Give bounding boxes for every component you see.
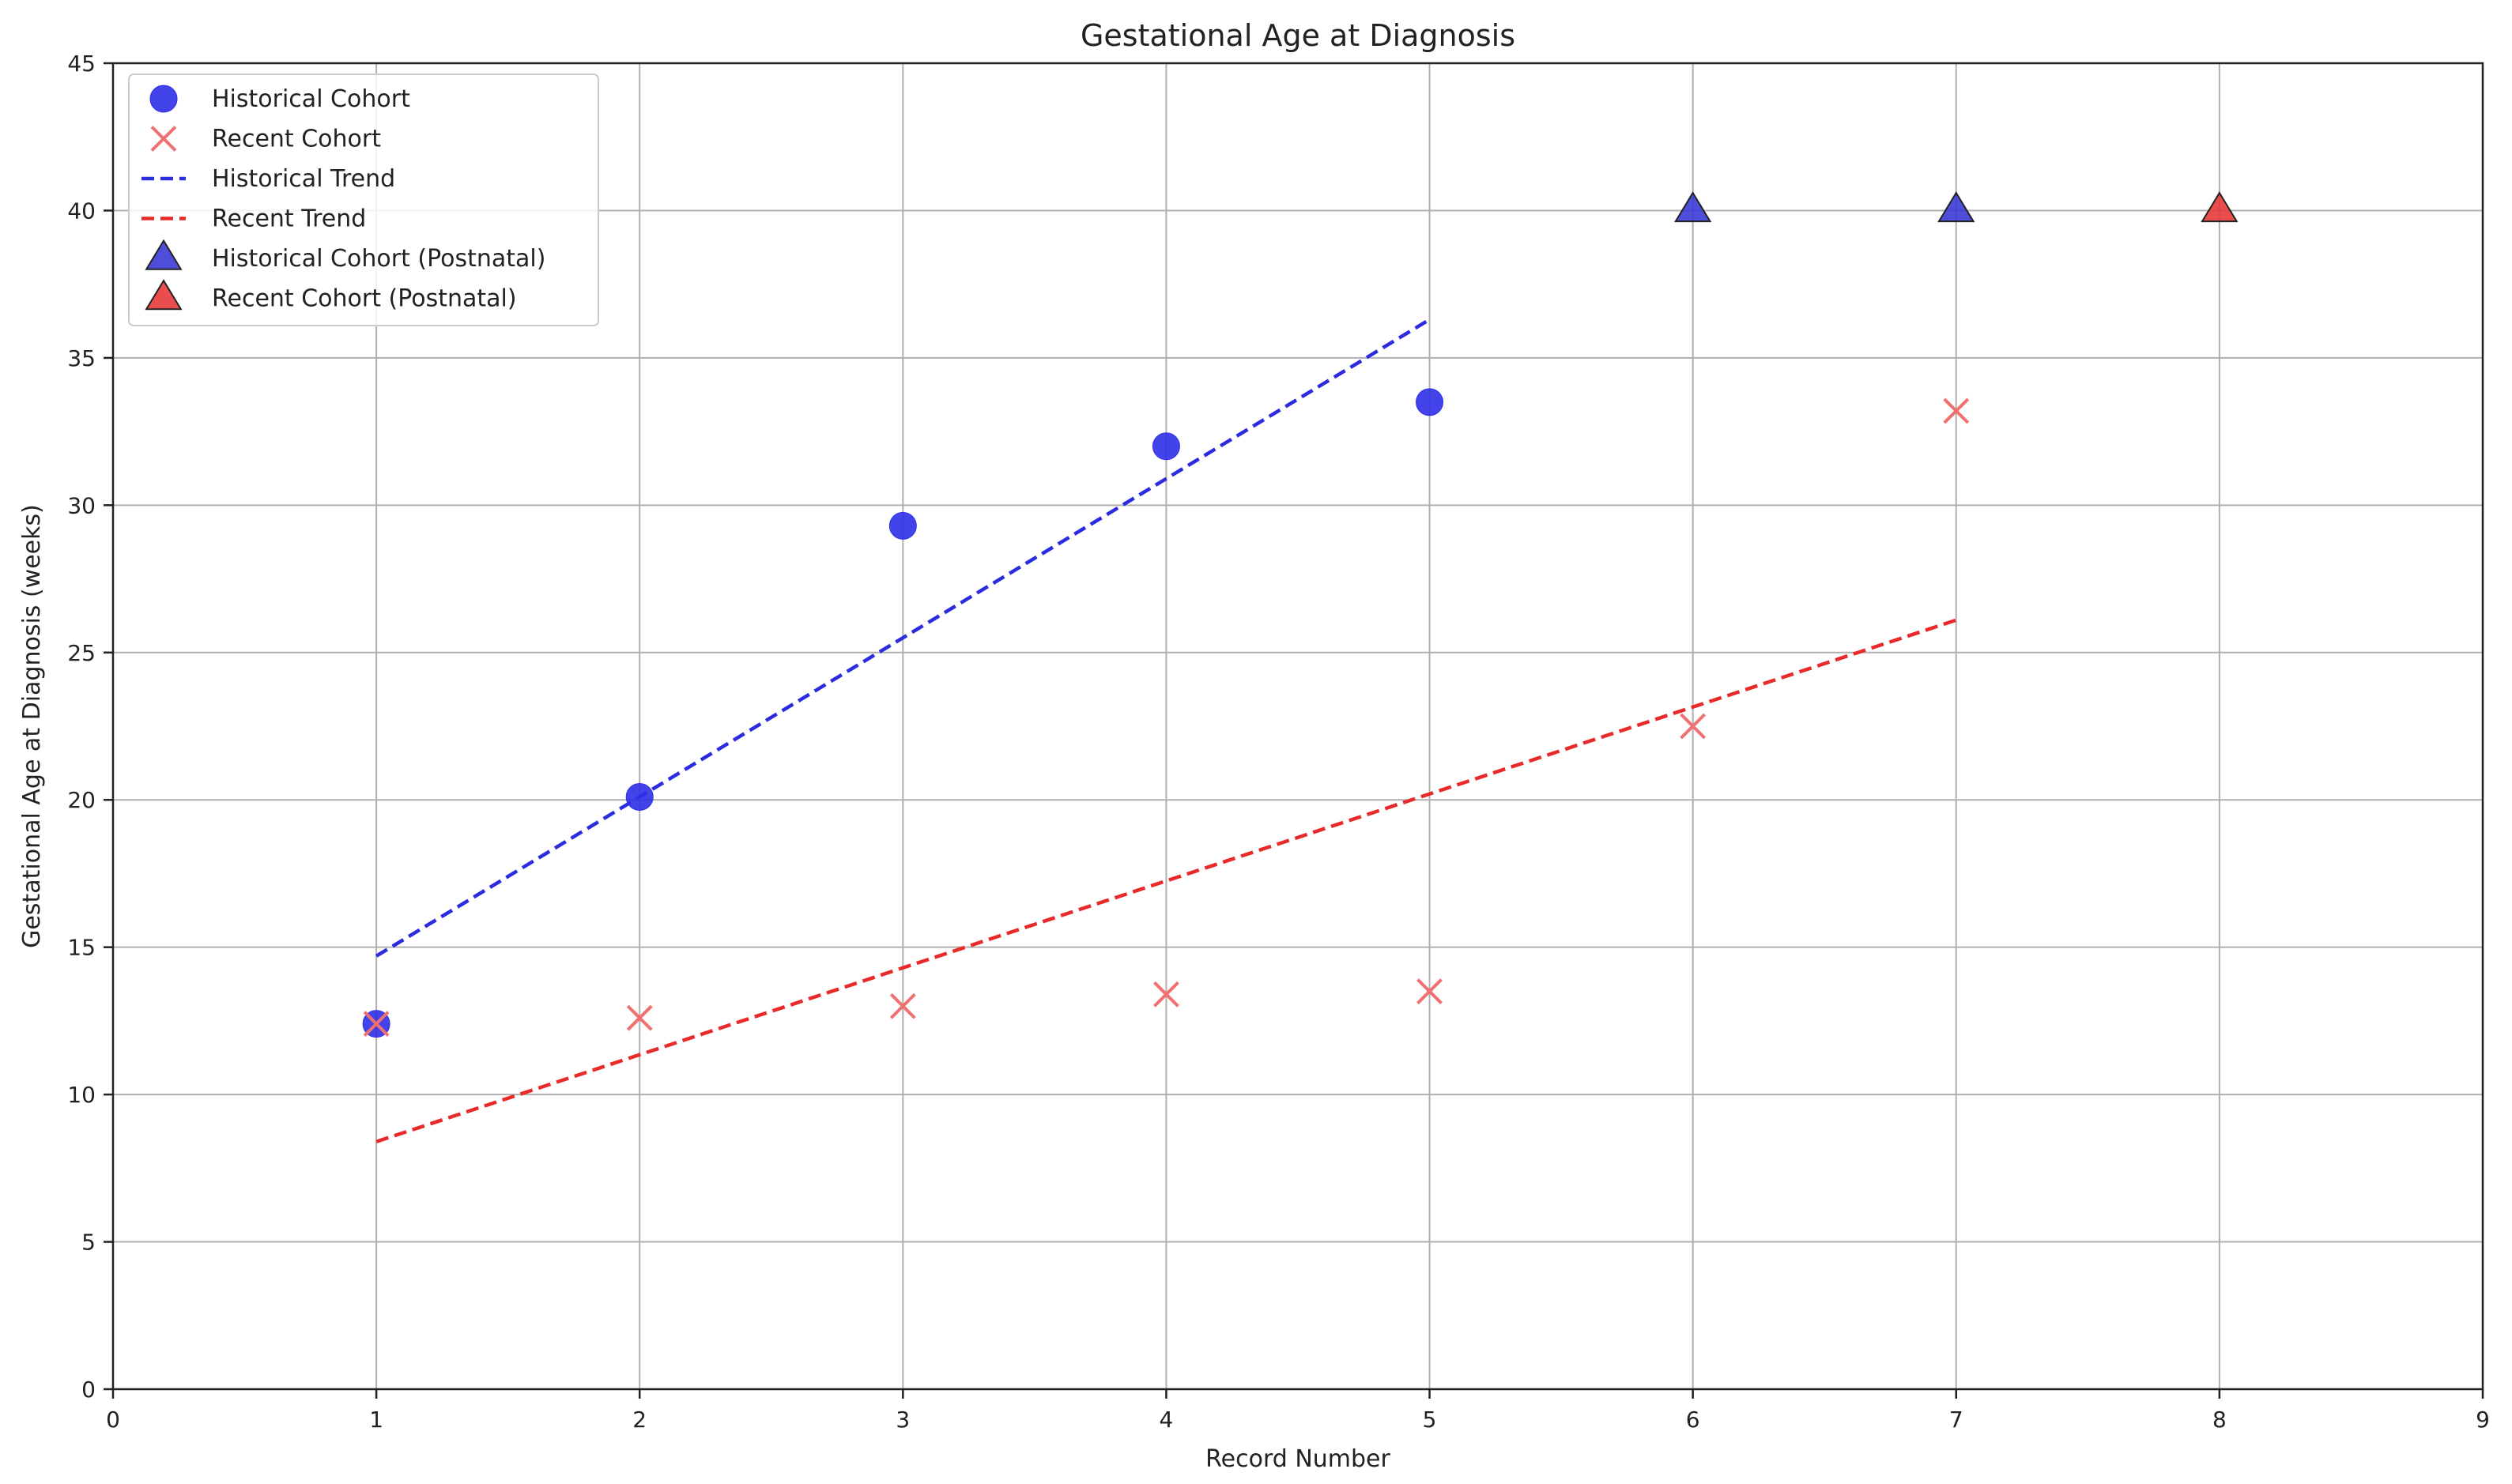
x-marker-stroke	[150, 126, 177, 152]
x-marker-stroke	[626, 1004, 653, 1031]
y-tick-label: 35	[67, 345, 96, 371]
legend-label: Historical Cohort (Postnatal)	[212, 245, 545, 273]
series-3	[375, 618, 1957, 1143]
series-1	[363, 397, 1970, 1038]
x-tick-label: 9	[2476, 1407, 2490, 1433]
trend-line	[375, 618, 1957, 1143]
y-tick-label: 40	[67, 198, 96, 224]
data-point	[626, 1004, 653, 1031]
legend-label: Historical Trend	[212, 165, 395, 193]
data-point	[1943, 397, 1970, 424]
y-tick-label: 0	[81, 1377, 96, 1403]
legend-label: Recent Cohort (Postnatal)	[212, 285, 517, 313]
data-point	[1152, 432, 1180, 461]
y-tick-label: 30	[67, 492, 96, 518]
data-point	[1674, 191, 1712, 223]
legend-item: Recent Cohort	[150, 126, 381, 153]
x-tick-label: 0	[106, 1407, 120, 1433]
plot-frame	[111, 62, 2484, 1391]
x-tick-label: 8	[2212, 1407, 2227, 1433]
x-tick-label: 5	[1423, 1407, 1437, 1433]
x-marker-stroke	[1943, 397, 1970, 424]
legend-box	[128, 73, 599, 326]
trend-line	[375, 318, 1431, 958]
x-marker-stroke	[889, 992, 916, 1019]
legend: Historical Cohort Recent Cohort Historical…	[128, 73, 599, 326]
data-point	[1937, 191, 1975, 223]
data-point	[1416, 388, 1444, 416]
series-5	[2201, 191, 2239, 223]
y-tick-label: 20	[67, 787, 96, 813]
data-point	[1416, 978, 1443, 1005]
data-point	[1680, 713, 1707, 740]
legend-label: Historical Cohort	[212, 85, 410, 113]
y-tick-label: 15	[67, 935, 96, 961]
legend-item: Historical Trend	[141, 165, 395, 193]
y-tick-label: 45	[67, 51, 96, 77]
y-tick-label: 5	[81, 1230, 96, 1256]
data-point	[1153, 981, 1179, 1008]
legend-marker-swatch	[149, 85, 178, 113]
x-marker-stroke	[1153, 981, 1179, 1008]
legend-item: Historical Cohort	[149, 85, 410, 113]
x-tick-label: 3	[896, 1407, 910, 1433]
data-point	[625, 782, 654, 811]
legend-marker-swatch	[150, 126, 177, 152]
legend-item: Historical Cohort (Postnatal)	[145, 239, 545, 273]
series-layer	[362, 191, 2239, 1143]
x-tick-label: 7	[1949, 1407, 1963, 1433]
x-marker-stroke	[1416, 978, 1443, 1005]
series-2	[375, 318, 1431, 958]
x-tick-label: 1	[369, 1407, 383, 1433]
chart-title: Gestational Age at Diagnosis	[1081, 18, 1515, 53]
y-axis-title: Gestational Age at Diagnosis (weeks)	[18, 504, 46, 948]
legend-item: Recent Trend	[141, 205, 366, 233]
y-tick-label: 10	[67, 1082, 96, 1108]
x-marker-stroke	[363, 1011, 390, 1038]
legend-marker-swatch	[145, 279, 183, 311]
x-tick-label: 6	[1686, 1407, 1700, 1433]
data-point	[888, 511, 917, 540]
x-axis-title: Record Number	[1205, 1445, 1390, 1473]
legend-marker-swatch	[145, 239, 183, 270]
x-tick-label: 4	[1160, 1407, 1174, 1433]
legend-label: Recent Trend	[212, 205, 366, 233]
x-marker-stroke	[1680, 713, 1707, 740]
y-tick-label: 25	[67, 640, 96, 666]
series-4	[1674, 191, 1975, 223]
data-point	[363, 1011, 390, 1038]
data-point	[2201, 191, 2239, 223]
legend-item: Recent Cohort (Postnatal)	[145, 279, 517, 313]
data-point	[889, 992, 916, 1019]
legend-label: Recent Cohort	[212, 126, 381, 153]
x-tick-label: 2	[632, 1407, 647, 1433]
